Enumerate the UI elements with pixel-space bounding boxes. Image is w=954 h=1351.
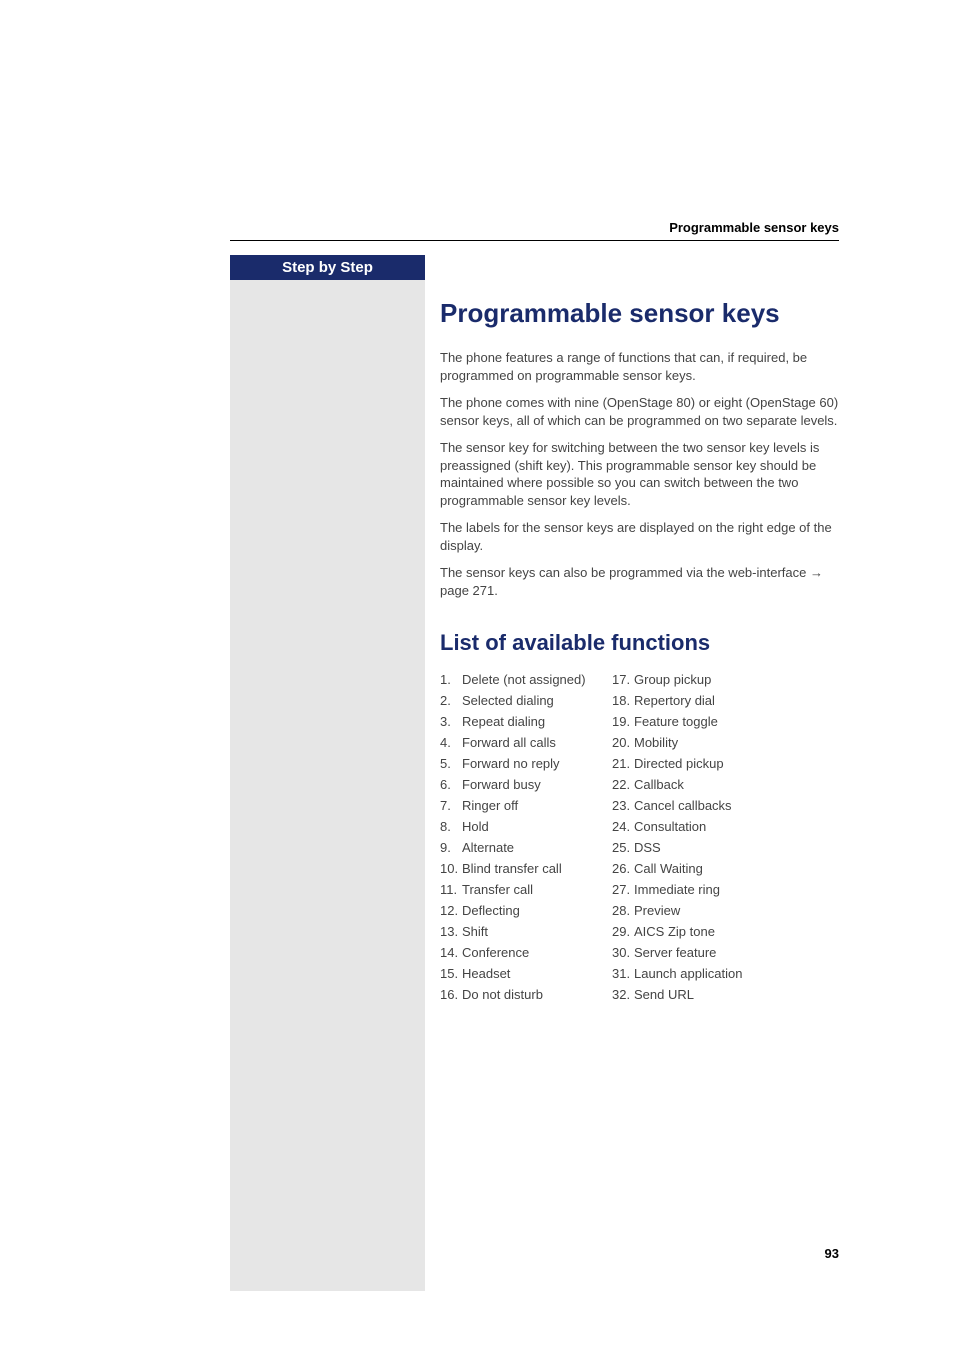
paragraph: The phone comes with nine (OpenStage 80)…	[440, 394, 839, 429]
func-label: Blind transfer call	[462, 861, 612, 876]
func-label: Callback	[634, 777, 784, 792]
func-label: Cancel callbacks	[634, 798, 784, 813]
func-num: 2.	[440, 693, 462, 708]
func-num: 28.	[612, 903, 634, 918]
func-num: 7.	[440, 798, 462, 813]
paragraph: The sensor key for switching between the…	[440, 439, 839, 509]
func-label: Alternate	[462, 840, 612, 855]
func-label: Forward no reply	[462, 756, 612, 771]
header-rule	[230, 240, 839, 241]
func-label: Deflecting	[462, 903, 612, 918]
func-num: 32.	[612, 987, 634, 1002]
func-label: Send URL	[634, 987, 784, 1002]
paragraph: The sensor keys can also be programmed v…	[440, 564, 839, 599]
func-num: 19.	[612, 714, 634, 729]
func-label: Headset	[462, 966, 612, 981]
func-label: Preview	[634, 903, 784, 918]
func-label: Launch application	[634, 966, 784, 981]
func-num: 15.	[440, 966, 462, 981]
sidebar-title: Step by Step	[230, 255, 425, 280]
func-label: Forward all calls	[462, 735, 612, 750]
func-num: 27.	[612, 882, 634, 897]
section-subheading: List of available functions	[440, 630, 839, 656]
func-label: Immediate ring	[634, 882, 784, 897]
paragraph: The phone features a range of functions …	[440, 349, 839, 384]
func-num: 8.	[440, 819, 462, 834]
page-title: Programmable sensor keys	[440, 298, 839, 329]
func-label: Transfer call	[462, 882, 612, 897]
func-num: 13.	[440, 924, 462, 939]
func-num: 23.	[612, 798, 634, 813]
functions-table: 1. Delete (not assigned) 17. Group picku…	[440, 672, 839, 1002]
func-num: 22.	[612, 777, 634, 792]
document-page: Programmable sensor keys Step by Step Pr…	[0, 0, 954, 1351]
content-area: Programmable sensor keys The phone featu…	[440, 280, 839, 1002]
sidebar: Step by Step	[230, 255, 425, 1291]
func-label: Delete (not assigned)	[462, 672, 612, 687]
func-num: 31.	[612, 966, 634, 981]
func-num: 29.	[612, 924, 634, 939]
func-num: 11.	[440, 882, 462, 897]
func-num: 21.	[612, 756, 634, 771]
func-label: Server feature	[634, 945, 784, 960]
func-num: 18.	[612, 693, 634, 708]
func-label: Selected dialing	[462, 693, 612, 708]
func-label: Conference	[462, 945, 612, 960]
func-label: Consultation	[634, 819, 784, 834]
func-num: 17.	[612, 672, 634, 687]
func-label: Forward busy	[462, 777, 612, 792]
func-label: Hold	[462, 819, 612, 834]
func-label: Repeat dialing	[462, 714, 612, 729]
func-label: Shift	[462, 924, 612, 939]
func-num: 6.	[440, 777, 462, 792]
page-number: 93	[825, 1246, 839, 1261]
func-label: Feature toggle	[634, 714, 784, 729]
func-num: 5.	[440, 756, 462, 771]
func-num: 26.	[612, 861, 634, 876]
func-label: Directed pickup	[634, 756, 784, 771]
func-num: 20.	[612, 735, 634, 750]
func-num: 14.	[440, 945, 462, 960]
func-label: Repertory dial	[634, 693, 784, 708]
func-num: 16.	[440, 987, 462, 1002]
func-num: 24.	[612, 819, 634, 834]
func-label: DSS	[634, 840, 784, 855]
func-num: 3.	[440, 714, 462, 729]
func-label: Do not disturb	[462, 987, 612, 1002]
func-num: 25.	[612, 840, 634, 855]
func-num: 9.	[440, 840, 462, 855]
header-section-label: Programmable sensor keys	[669, 220, 839, 235]
func-num: 1.	[440, 672, 462, 687]
func-num: 4.	[440, 735, 462, 750]
func-label: Mobility	[634, 735, 784, 750]
paragraph: The labels for the sensor keys are displ…	[440, 519, 839, 554]
func-label: AICS Zip tone	[634, 924, 784, 939]
func-num: 12.	[440, 903, 462, 918]
func-label: Group pickup	[634, 672, 784, 687]
func-num: 10.	[440, 861, 462, 876]
func-label: Call Waiting	[634, 861, 784, 876]
func-label: Ringer off	[462, 798, 612, 813]
func-num: 30.	[612, 945, 634, 960]
